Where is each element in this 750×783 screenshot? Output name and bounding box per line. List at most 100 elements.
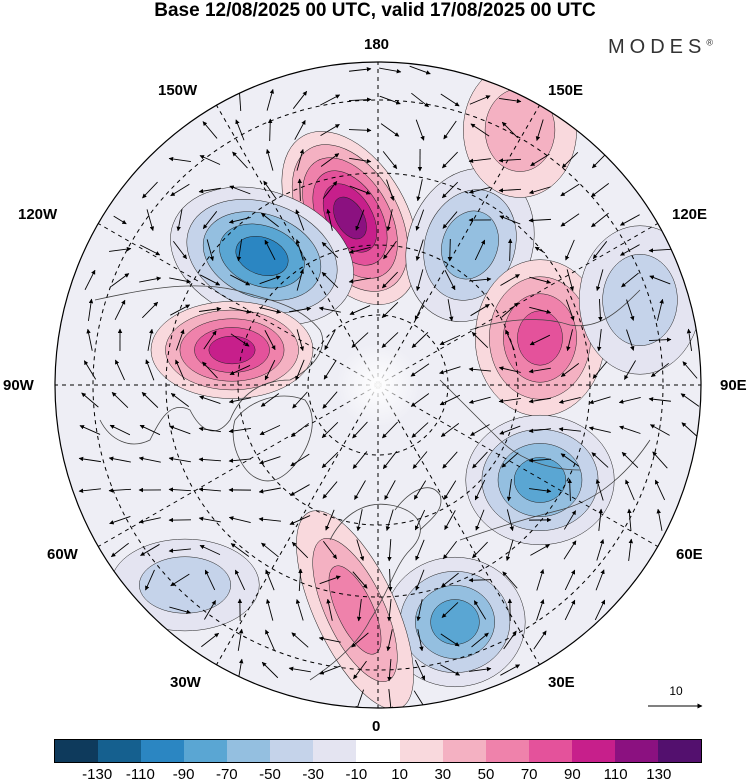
anomaly-contour [139, 556, 231, 614]
wind-arrow [199, 306, 222, 312]
page-title: Base 12/08/2025 00 UTC, valid 17/08/2025… [154, 0, 596, 21]
lon-label-0: 0 [372, 718, 381, 735]
wind-arrow [440, 93, 460, 107]
wind-arrow [78, 456, 101, 463]
wind-arrow [529, 488, 552, 494]
wind-arrow [383, 240, 397, 260]
wind-arrow [204, 600, 216, 620]
wind-arrow [468, 158, 491, 164]
wind-arrow [472, 541, 488, 559]
wind-arrow [326, 208, 333, 231]
wind-arrow [319, 665, 341, 675]
wind-arrow [168, 487, 192, 492]
anomaly-high-hudson [150, 301, 314, 399]
coast-europe [309, 503, 421, 681]
wind-arrow [139, 244, 161, 256]
wind-arrow [379, 95, 401, 105]
wind-arrow [145, 359, 155, 381]
wind-arrow [348, 97, 372, 102]
colorbar-swatch [399, 740, 443, 762]
wind-arrow [322, 540, 338, 560]
colorbar-swatch [313, 740, 357, 762]
map-disk [55, 62, 701, 708]
wind-arrow [109, 246, 132, 252]
lon-label-30e: 30E [548, 674, 575, 691]
anomaly-field [110, 62, 701, 708]
wind-arrow [228, 397, 251, 404]
wind-arrow [536, 569, 545, 591]
wind-arrow [648, 337, 672, 342]
wind-arrow [648, 396, 671, 402]
colorbar-swatch [528, 740, 572, 762]
wind-arrow [260, 393, 280, 407]
wind-arrow [564, 599, 576, 621]
wind-arrow [318, 636, 341, 643]
wind-arrow [561, 151, 579, 169]
wind-arrow [506, 509, 514, 532]
wind-arrow [296, 329, 304, 352]
colorbar-tick-label: 30 [434, 766, 452, 783]
wind-arrow [228, 458, 251, 463]
wind-arrow [382, 151, 398, 169]
anomaly-contour [430, 599, 480, 645]
wind-arrow [294, 119, 306, 140]
wind-arrow [264, 330, 276, 351]
wind-arrow [417, 629, 424, 652]
wind-arrow [507, 238, 513, 262]
wind-arrow [533, 630, 547, 650]
wind-arrow [352, 571, 368, 589]
wind-arrow [650, 362, 670, 378]
wind-arrow [170, 573, 190, 587]
wind-arrow [351, 632, 369, 648]
wind-arrow [290, 484, 310, 496]
lon-label-120e: 120E [672, 206, 708, 223]
wind-arrow [439, 366, 461, 375]
wind-arrow [168, 548, 191, 553]
wind-arrow [86, 328, 93, 351]
wind-arrow [565, 239, 575, 261]
wind-arrow [230, 543, 250, 557]
wind-arrow [379, 67, 402, 74]
anomaly-contour [208, 335, 256, 365]
wind-arrow [258, 487, 281, 494]
wind-arrow [295, 239, 304, 261]
wind-arrow [237, 628, 244, 651]
wind-arrow [440, 664, 461, 676]
wind-arrow [529, 186, 551, 195]
wind-arrow [502, 571, 518, 589]
wind-arrow [382, 451, 398, 470]
wind-arrow [529, 276, 552, 284]
meridian-line [377, 384, 665, 551]
latitude-circle-50n [92, 99, 664, 671]
wind-arrow [292, 90, 308, 109]
wind-arrow [319, 575, 341, 585]
colorbar-swatch [270, 740, 314, 762]
wind-arrow [115, 359, 125, 381]
wind-arrow [411, 422, 429, 438]
wind-arrow [440, 633, 460, 647]
wind-arrow [649, 424, 670, 436]
lon-label-90e: 90E [720, 377, 747, 394]
wind-arrow [172, 240, 188, 260]
colorbar-swatch [356, 740, 400, 762]
wind-arrow [415, 209, 425, 231]
wind-arrow [170, 392, 190, 408]
wind-arrow [266, 88, 275, 111]
wind-arrow [260, 212, 279, 228]
wind-arrow [169, 277, 192, 284]
wind-arrow [530, 544, 550, 556]
wind-arrow [442, 151, 458, 169]
wind-arrow [348, 246, 371, 254]
wind-arrow [528, 458, 552, 463]
wind-arrow [175, 359, 185, 381]
wind-arrow [263, 180, 277, 200]
wind-arrow [264, 239, 276, 260]
wind-arrow [387, 599, 392, 622]
wind-arrow [530, 153, 550, 167]
wind-arrow [79, 425, 101, 435]
polar-cap [336, 343, 420, 427]
wind-arrow [229, 365, 251, 375]
wind-arrow [626, 329, 635, 351]
lon-label-90w: 90W [3, 377, 34, 394]
anomaly-contour [602, 254, 678, 346]
